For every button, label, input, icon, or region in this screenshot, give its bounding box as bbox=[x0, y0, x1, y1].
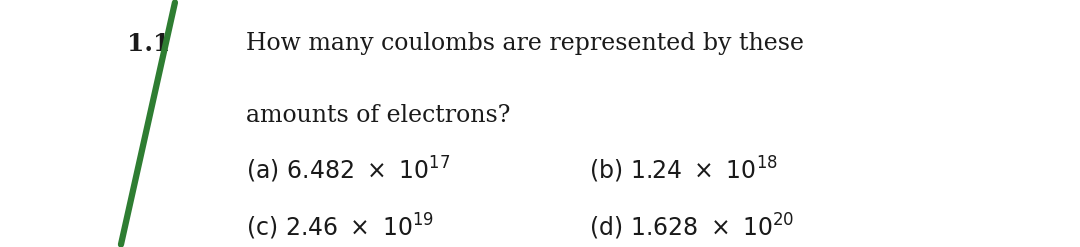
Text: $\mathrm{(a)\ 6.482\ \times\ 10^{17}}$: $\mathrm{(a)\ 6.482\ \times\ 10^{17}}$ bbox=[246, 155, 450, 185]
Text: 1.1: 1.1 bbox=[127, 32, 171, 56]
Text: $\mathrm{(d)\ 1.628\ \times\ 10^{20}}$: $\mathrm{(d)\ 1.628\ \times\ 10^{20}}$ bbox=[589, 212, 794, 242]
Text: How many coulombs are represented by these: How many coulombs are represented by the… bbox=[246, 32, 805, 55]
Text: $\mathrm{(c)\ 2.46\ \times\ 10^{19}}$: $\mathrm{(c)\ 2.46\ \times\ 10^{19}}$ bbox=[246, 212, 434, 242]
Text: amounts of electrons?: amounts of electrons? bbox=[246, 104, 511, 127]
Text: $\mathrm{(b)\ 1.24\ \times\ 10^{18}}$: $\mathrm{(b)\ 1.24\ \times\ 10^{18}}$ bbox=[589, 155, 778, 185]
